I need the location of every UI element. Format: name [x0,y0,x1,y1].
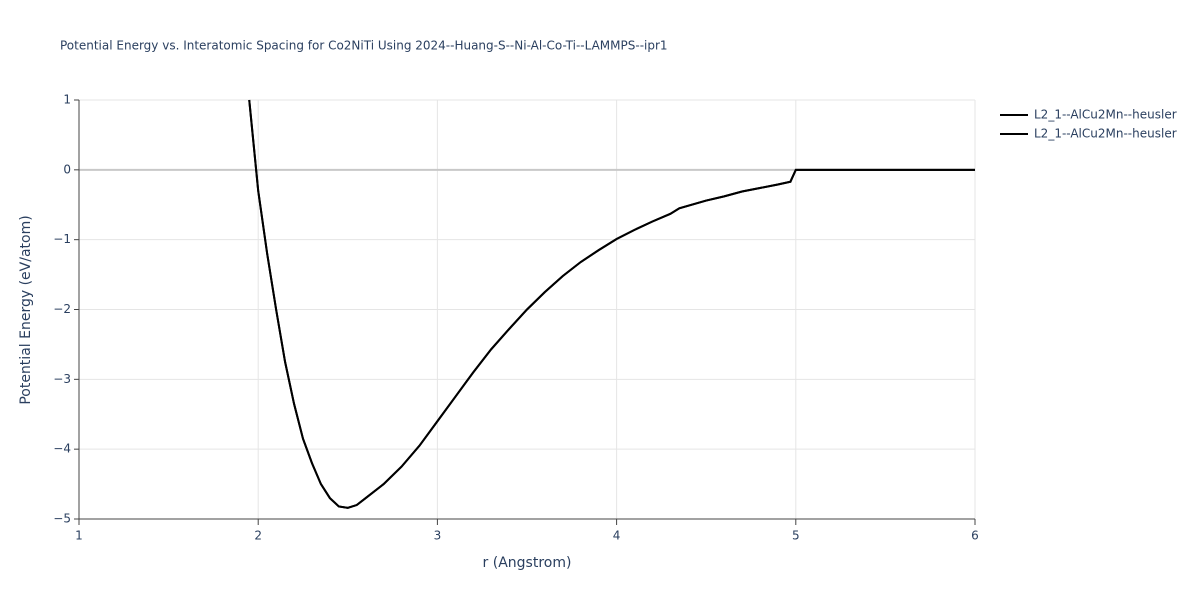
x-axis-label: r (Angstrom) [483,555,572,571]
y-tick-label: −4 [53,442,71,456]
line-series [248,99,975,509]
y-axis-label: Potential Energy (eV/atom) [18,215,34,404]
x-tick-label: 1 [75,529,83,543]
chart-title: Potential Energy vs. Interatomic Spacing… [60,39,668,53]
y-tick-label: −1 [53,232,71,246]
line-series [248,99,975,509]
x-tick-label: 2 [254,529,262,543]
legend-label: L2_1--AlCu2Mn--heusler [1034,108,1177,122]
legend-label: L2_1--AlCu2Mn--heusler [1034,127,1177,141]
x-tick-label: 4 [613,529,621,543]
x-tick-label: 3 [434,529,442,543]
y-tick-label: 1 [63,93,71,107]
y-tick-label: −2 [53,302,71,316]
y-tick-label: −5 [53,512,71,526]
y-tick-label: −3 [53,372,71,386]
y-tick-label: 0 [63,162,71,176]
x-tick-label: 6 [971,529,979,543]
x-tick-label: 5 [792,529,800,543]
